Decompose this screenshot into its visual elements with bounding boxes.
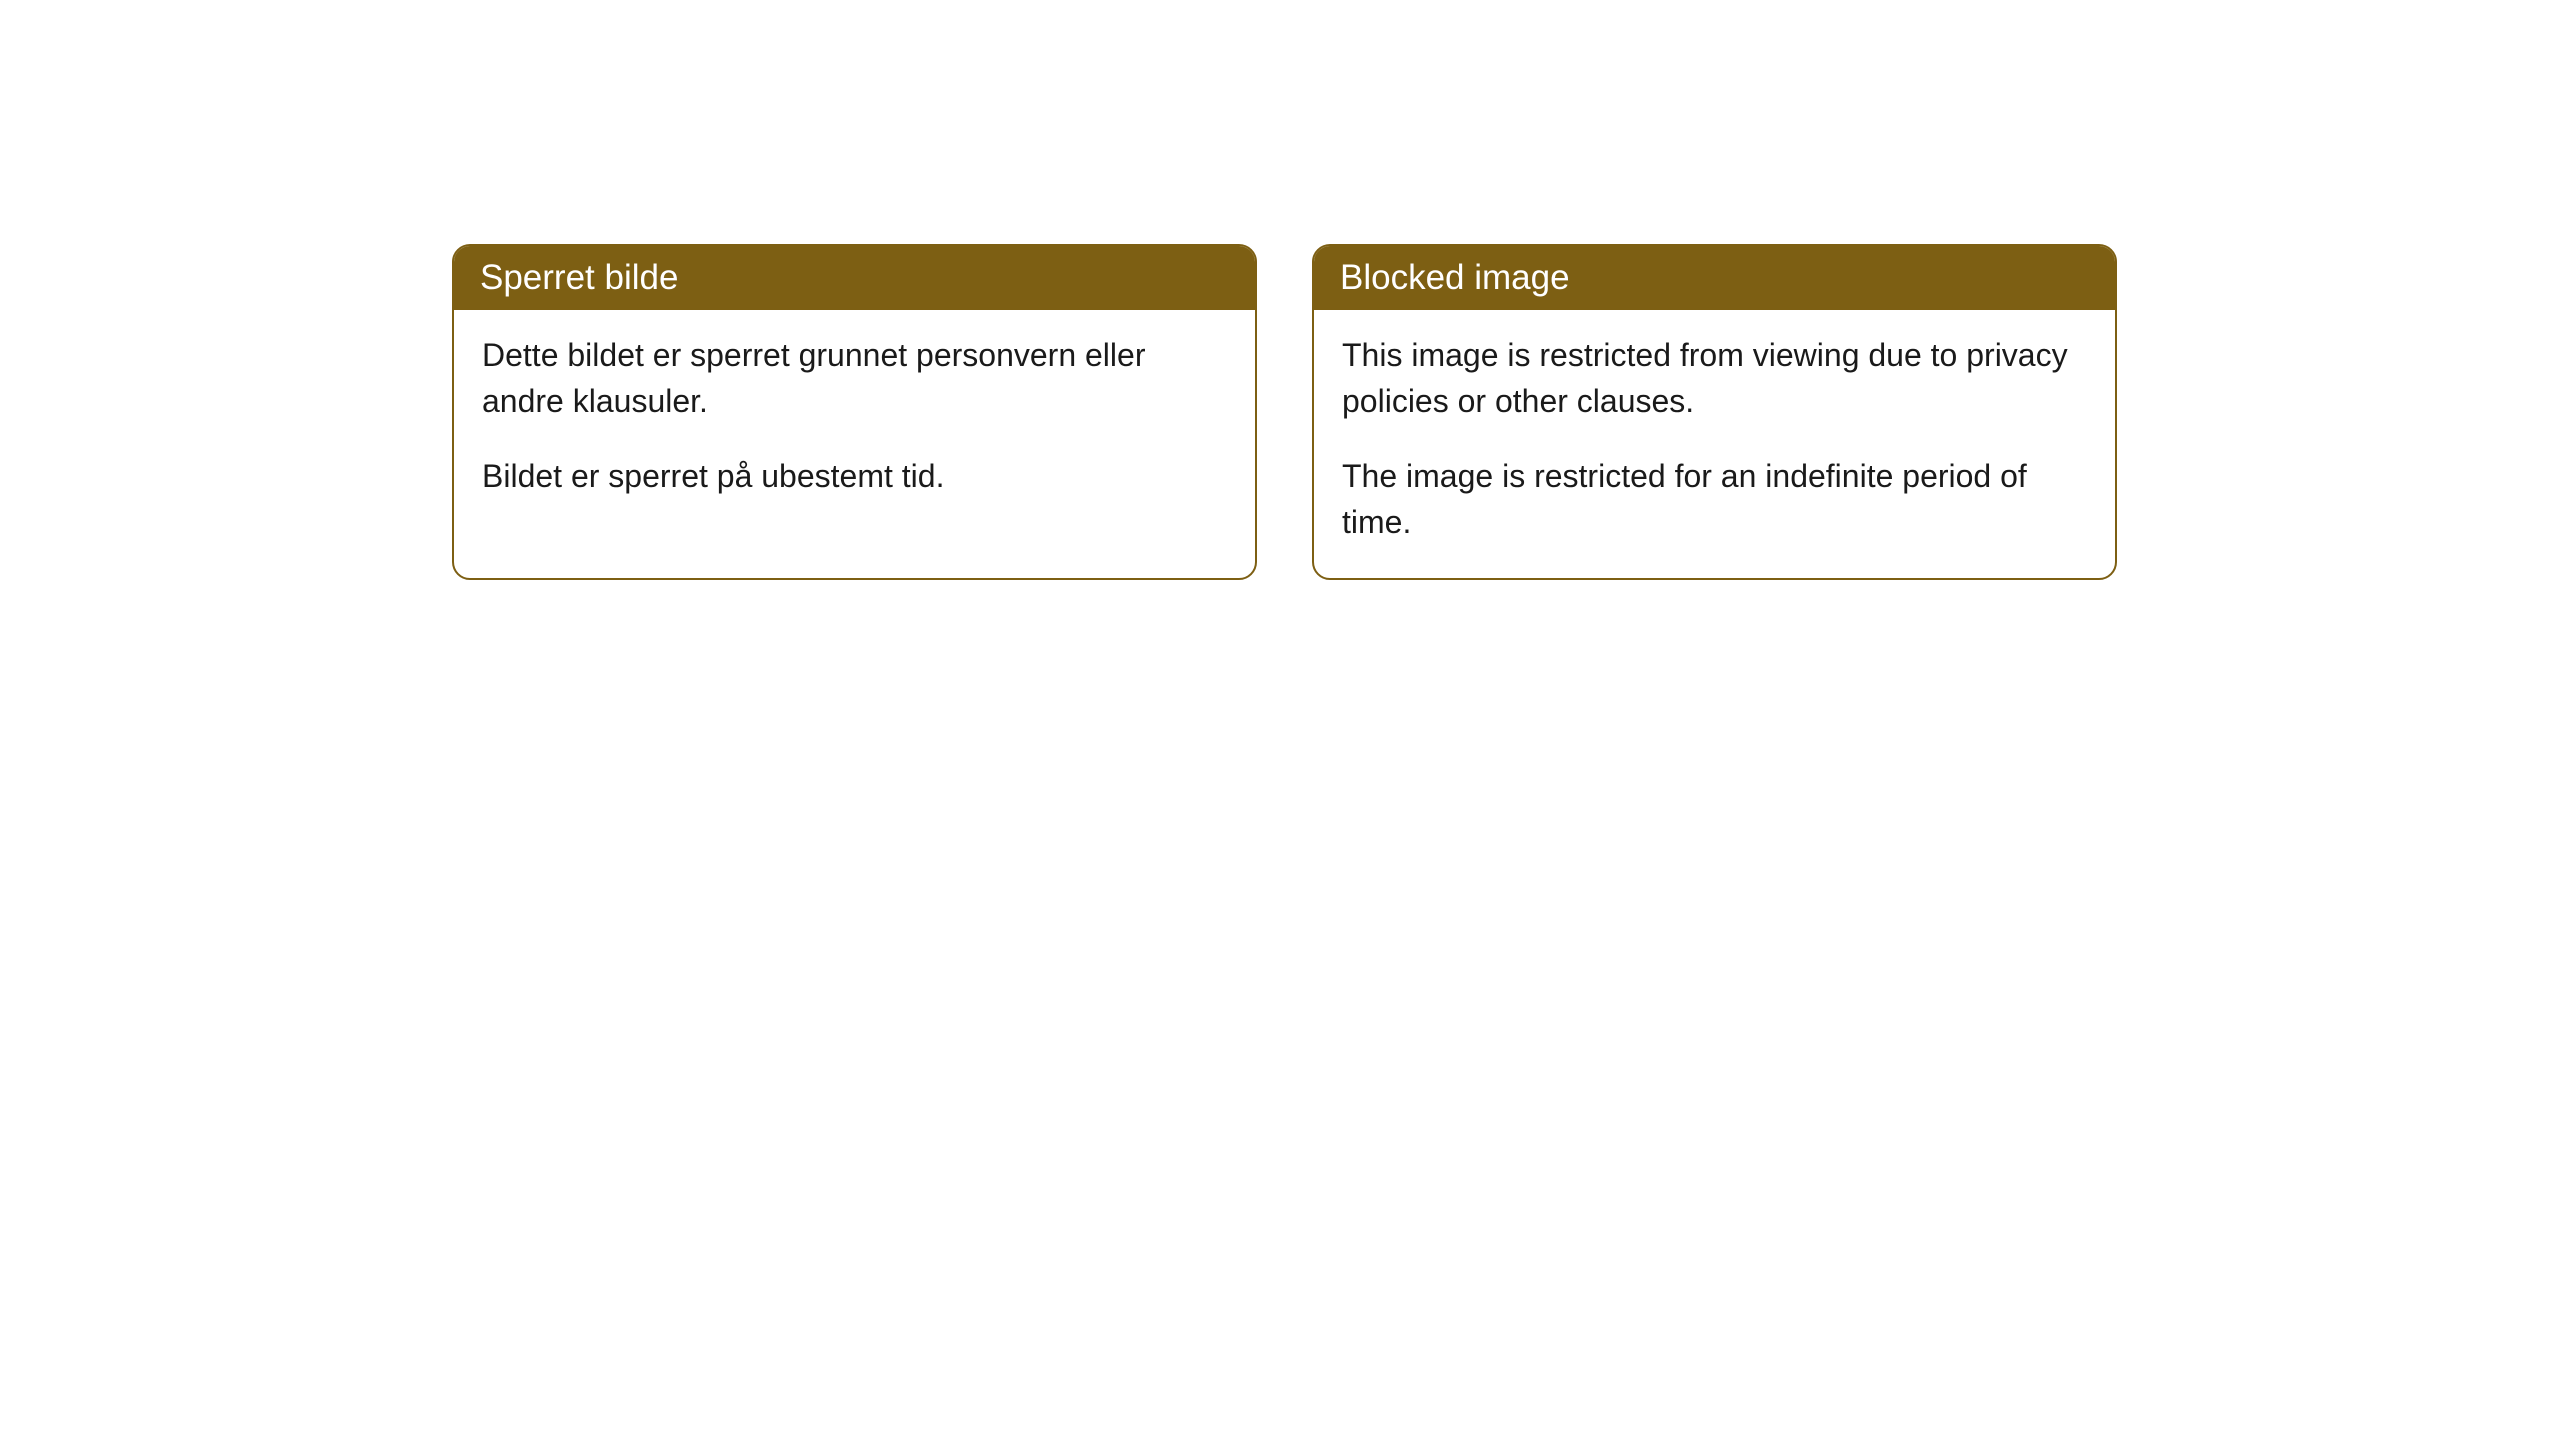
notice-paragraph: Bildet er sperret på ubestemt tid. xyxy=(482,453,1227,499)
notice-paragraph: This image is restricted from viewing du… xyxy=(1342,332,2087,425)
notice-paragraph: The image is restricted for an indefinit… xyxy=(1342,453,2087,546)
notice-body-norwegian: Dette bildet er sperret grunnet personve… xyxy=(454,310,1255,531)
notice-cards-container: Sperret bilde Dette bildet er sperret gr… xyxy=(452,244,2117,580)
notice-card-norwegian: Sperret bilde Dette bildet er sperret gr… xyxy=(452,244,1257,580)
notice-title: Blocked image xyxy=(1340,258,1570,297)
notice-header-norwegian: Sperret bilde xyxy=(454,246,1255,310)
notice-card-english: Blocked image This image is restricted f… xyxy=(1312,244,2117,580)
notice-title: Sperret bilde xyxy=(480,258,678,297)
notice-header-english: Blocked image xyxy=(1314,246,2115,310)
notice-paragraph: Dette bildet er sperret grunnet personve… xyxy=(482,332,1227,425)
notice-body-english: This image is restricted from viewing du… xyxy=(1314,310,2115,578)
